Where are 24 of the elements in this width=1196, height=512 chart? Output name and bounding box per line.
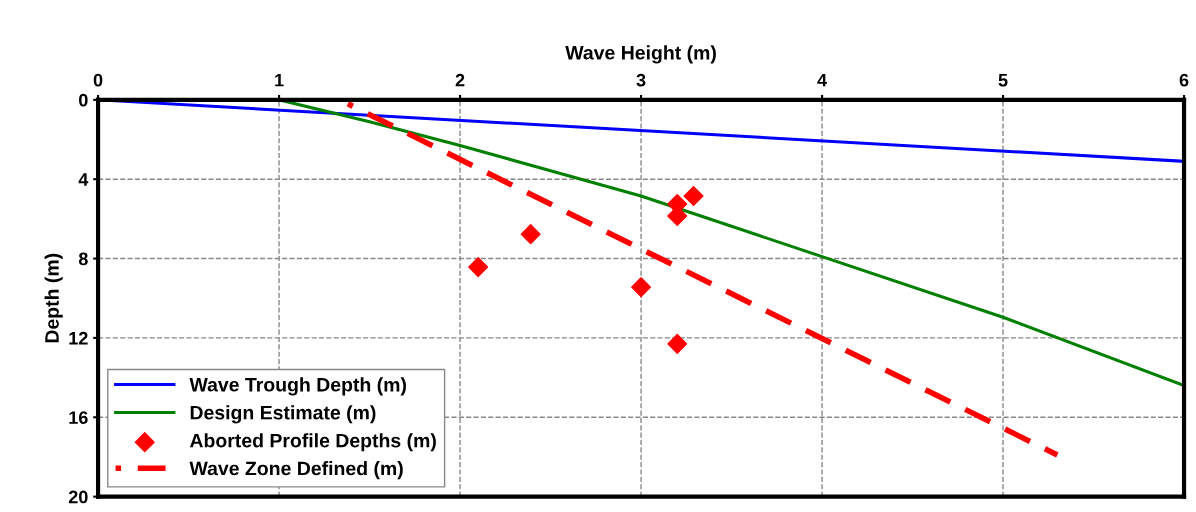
point <box>667 333 688 354</box>
y-tick-label: 16 <box>69 411 88 424</box>
point <box>520 224 541 245</box>
x-tick-label: 2 <box>455 73 465 87</box>
legend-label: Wave Trough Depth (m) <box>189 377 406 396</box>
y-tick-label: 12 <box>69 331 88 345</box>
x-tick-label: 4 <box>817 73 827 87</box>
point <box>468 257 489 278</box>
legend-label: Design Estimate (m) <box>190 405 376 424</box>
y-axis-title: Depth (m) <box>44 253 63 343</box>
y-tick-label: 20 <box>68 490 88 504</box>
x-tick-label: 0 <box>93 73 103 87</box>
legend-label: Wave Zone Defined (m) <box>189 461 403 480</box>
x-axis-title: Wave Height (m) <box>565 45 716 64</box>
point <box>683 186 704 207</box>
point <box>631 277 652 298</box>
y-tick-label: 4 <box>78 173 89 186</box>
legend-label: Aborted Profile Depths (m) <box>189 433 436 452</box>
x-tick-label: 3 <box>636 73 646 87</box>
x-tick-label: 5 <box>998 73 1008 87</box>
y-tick-label: 8 <box>78 252 88 266</box>
x-tick-label: 6 <box>1179 73 1189 87</box>
y-tick-label: 0 <box>79 93 88 107</box>
x-tick-label: 1 <box>275 73 284 87</box>
